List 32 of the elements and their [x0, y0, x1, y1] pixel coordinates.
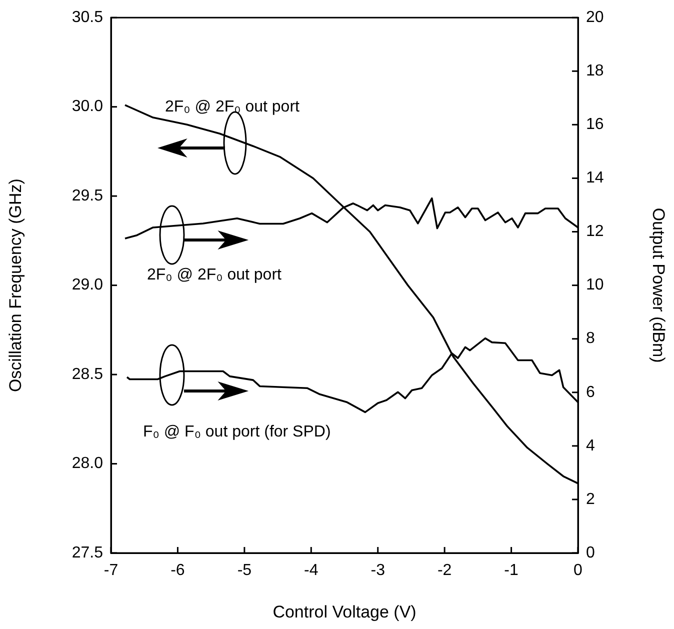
- y2-tick-label: 0: [586, 544, 595, 562]
- y2-tick-label: 12: [586, 223, 604, 240]
- y-axis-title: Oscillation Frequency (GHz): [6, 178, 25, 392]
- x-tick-label: -5: [237, 562, 252, 580]
- x-tick-label: -1: [504, 562, 518, 580]
- y2-tick-label: 10: [586, 276, 604, 294]
- y2-tick-label: 4: [586, 437, 595, 454]
- x-tick-label: -2: [437, 562, 452, 580]
- y-tick-label: 28.5: [72, 366, 104, 383]
- y-tick-label: 29.5: [72, 187, 104, 204]
- y-tick-label: 30.5: [72, 9, 104, 26]
- x-axis-title: Control Voltage (V): [272, 602, 416, 622]
- y2-tick-label: 20: [586, 9, 604, 26]
- y-tick-label: 27.5: [72, 544, 104, 562]
- y2-tick-label: 6: [586, 384, 595, 401]
- y2-axis-title: Output Power (dBm): [649, 208, 668, 363]
- x-tick-label: -4: [304, 562, 318, 580]
- series-label: F₀ @ F₀ out port (for SPD): [143, 423, 331, 440]
- legend-label: 2F₀ @ 2F₀ out port: [147, 266, 282, 284]
- x-tick-label: 0: [574, 562, 583, 580]
- y2-tick-label: 8: [586, 330, 595, 348]
- y2-tick-label: 16: [586, 116, 604, 134]
- x-tick-label: -3: [370, 562, 386, 580]
- y-tick-label: 30.0: [72, 98, 104, 116]
- y2-tick-label: 14: [586, 170, 604, 187]
- x-tick-label: -6: [170, 562, 185, 580]
- y2-tick-label: 18: [586, 62, 604, 80]
- series-label: 2F₀ @ 2F₀ out port: [165, 98, 300, 116]
- y-tick-label: 29.0: [72, 276, 104, 294]
- y2-tick-label: 2: [586, 490, 595, 508]
- y-tick-label: 28.0: [72, 455, 104, 472]
- x-tick-label: -7: [104, 562, 118, 580]
